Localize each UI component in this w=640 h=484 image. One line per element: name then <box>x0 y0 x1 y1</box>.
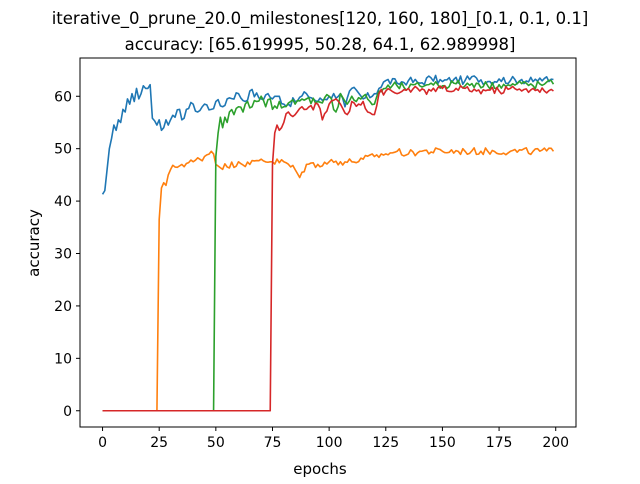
x-axis-ticks: 0 25 50 75 100 125 150 175 200 <box>98 427 569 451</box>
y-tick-label: 30 <box>54 247 72 263</box>
y-tick-label: 0 <box>63 404 72 420</box>
chart-title-line2: accuracy: [65.619995, 50.28, 64.1, 62.98… <box>125 35 516 54</box>
y-tick-label: 40 <box>54 194 72 210</box>
series-line-4 <box>102 84 554 412</box>
series-line-3 <box>102 79 555 412</box>
y-tick-label: 50 <box>54 142 72 158</box>
series-line-1 <box>101 74 554 195</box>
y-axis-label: accuracy <box>25 209 43 277</box>
series-layer <box>101 74 555 412</box>
x-axis-label: epochs <box>293 460 347 478</box>
y-tick-label: 60 <box>54 89 72 105</box>
x-tick-label: 175 <box>486 435 513 451</box>
series-line-2 <box>102 147 555 412</box>
x-tick-label: 100 <box>316 435 343 451</box>
x-tick-label: 75 <box>264 435 282 451</box>
x-tick-label: 50 <box>207 435 225 451</box>
x-tick-label: 200 <box>542 435 569 451</box>
chart-title-line1: iterative_0_prune_20.0_milestones[120, 1… <box>52 9 589 29</box>
x-tick-label: 150 <box>429 435 456 451</box>
y-axis-ticks: 0 10 20 30 40 50 60 <box>54 89 80 420</box>
plot-frame <box>79 57 577 428</box>
x-tick-label: 125 <box>372 435 399 451</box>
x-tick-label: 25 <box>150 435 168 451</box>
y-tick-label: 20 <box>54 299 72 315</box>
y-tick-label: 10 <box>54 351 72 367</box>
x-tick-label: 0 <box>98 435 107 451</box>
